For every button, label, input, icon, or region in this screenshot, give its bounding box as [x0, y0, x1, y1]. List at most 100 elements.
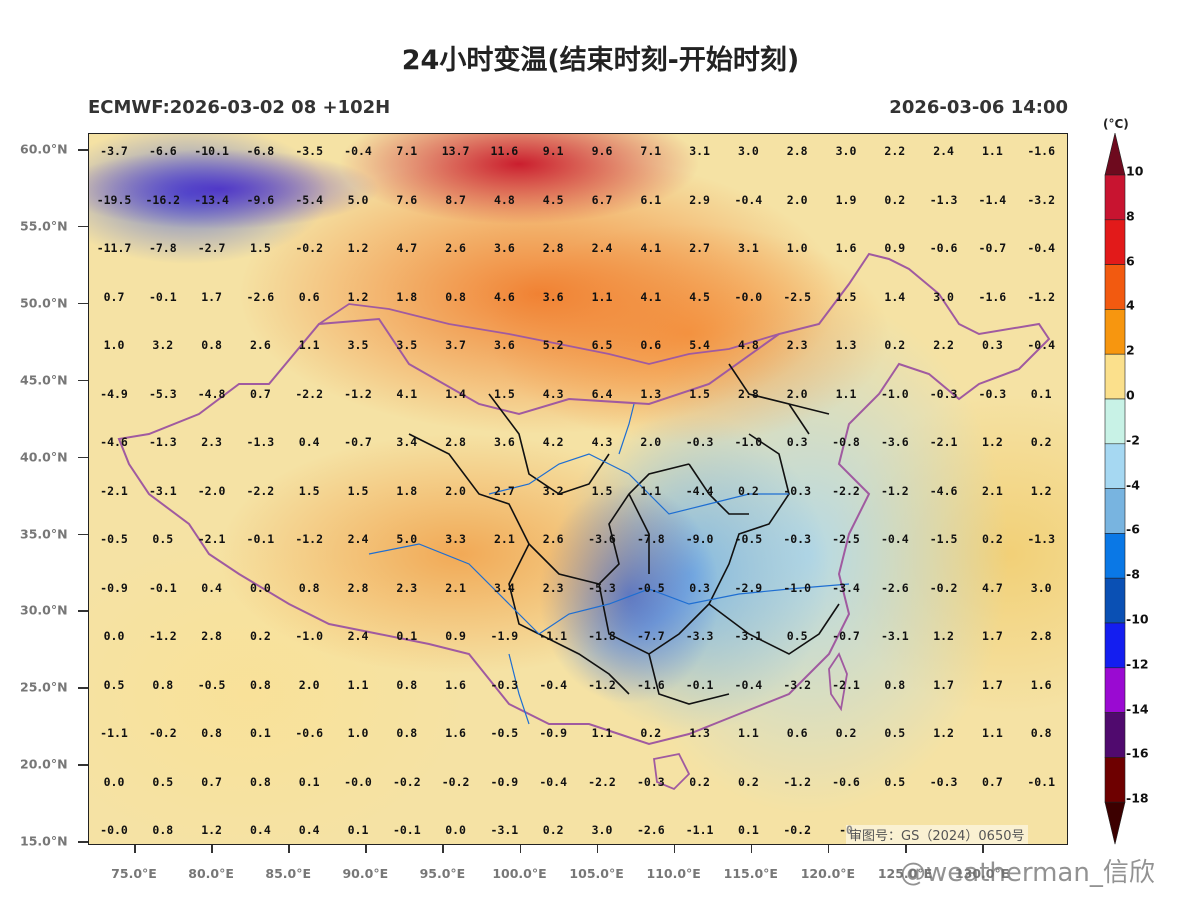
- latitude-tick: [78, 533, 88, 535]
- grid-value: -0.2: [392, 774, 421, 789]
- grid-value: 2.3: [786, 338, 808, 352]
- grid-value: -3.1: [148, 483, 177, 498]
- grid-value: 2.4: [347, 532, 369, 546]
- grid-value: 0.0: [103, 774, 125, 789]
- grid-value: 0.8: [250, 677, 271, 692]
- grid-value: 1.1: [347, 677, 369, 692]
- grid-value: -0.3: [685, 435, 714, 449]
- longitude-label: 115.0°E: [723, 866, 778, 881]
- grid-value: 3.3: [445, 532, 466, 546]
- grid-value: -0.3: [929, 386, 958, 401]
- grid-value: 4.5: [689, 289, 710, 304]
- grid-value: 0.8: [396, 726, 418, 740]
- grid-value: -1.1: [539, 629, 568, 643]
- grid-value: 1.6: [445, 726, 466, 740]
- grid-value: 1.9: [835, 192, 857, 207]
- grid-value: 0.8: [396, 677, 418, 692]
- grid-value: -0.2: [929, 580, 958, 595]
- grid-value: -2.1: [197, 532, 226, 546]
- grid-value: -2.2: [588, 774, 616, 789]
- grid-value: -1.0: [880, 386, 909, 401]
- grid-value: 3.0: [835, 144, 857, 158]
- grid-value: -4.6: [929, 483, 958, 498]
- grid-value: 0.2: [542, 823, 564, 837]
- grid-value: 2.8: [347, 580, 369, 595]
- latitude-tick: [78, 379, 88, 382]
- colorbar-tick-label: -2: [1126, 432, 1140, 448]
- grid-value: 2.3: [542, 580, 564, 595]
- grid-value: -0.2: [295, 241, 324, 255]
- colorbar-swatch: [1104, 757, 1126, 803]
- grid-value: 1.1: [835, 386, 857, 401]
- grid-value: -2.6: [880, 580, 909, 595]
- grid-value: 0.5: [786, 629, 808, 643]
- grid-value: 0.8: [884, 677, 906, 692]
- grid-value: 3.6: [494, 241, 515, 255]
- longitude-tick: [596, 845, 599, 853]
- grid-value: -2.1: [100, 483, 128, 498]
- grid-value: -6.8: [246, 144, 275, 158]
- grid-value: -1.2: [588, 677, 616, 692]
- latitude-label: 15.0°N: [20, 833, 68, 849]
- grid-value: -4.9: [100, 386, 128, 401]
- grid-value: -0.5: [734, 532, 763, 546]
- grid-value: -0.3: [636, 774, 665, 789]
- grid-value: 0.8: [298, 580, 320, 595]
- grid-value: -0.5: [490, 726, 519, 740]
- grid-value: -4.4: [685, 483, 714, 498]
- grid-value: -0.2: [783, 823, 812, 837]
- grid-value: -0.5: [197, 677, 226, 692]
- boundary-lines: [117, 252, 1051, 791]
- model-run-label: ECMWF:2026-03-02 08 +102H: [88, 97, 391, 118]
- map-title: 24小时变温(结束时刻-开始时刻): [401, 45, 800, 76]
- grid-value: -1.2: [1027, 289, 1056, 304]
- grid-value: -5.3: [148, 386, 177, 401]
- colorbar-swatch: [1104, 133, 1126, 176]
- grid-value: 2.0: [786, 386, 808, 401]
- colorbar-swatch: [1104, 264, 1126, 310]
- latitude-label: 60.0°N: [20, 141, 68, 157]
- grid-value: 2.4: [347, 629, 369, 643]
- longitude-label: 125.0°E: [877, 866, 933, 881]
- grid-value: 4.2: [542, 435, 564, 449]
- grid-value: 0.5: [884, 726, 906, 740]
- grid-value: 0.2: [738, 774, 759, 789]
- grid-value: 3.5: [347, 338, 369, 352]
- grid-value: -1.1: [685, 823, 714, 837]
- grid-value: 1.2: [347, 289, 369, 304]
- grid-value: -1.5: [929, 532, 958, 546]
- grid-value: 4.7: [982, 580, 1003, 595]
- latitude-label: 50.0°N: [20, 295, 68, 311]
- grid-value: 2.0: [298, 677, 320, 692]
- grid-value: 1.5: [250, 241, 271, 255]
- latitude-tick: [78, 149, 88, 151]
- colorbar-swatch: [1104, 801, 1126, 845]
- hainan-island: [652, 752, 691, 791]
- grid-value: 2.8: [201, 629, 222, 643]
- mongolia-border: [318, 303, 780, 365]
- longitude-label: 95.0°E: [419, 866, 466, 881]
- grid-value: 3.0: [738, 144, 759, 158]
- grid-value: 3.0: [933, 289, 954, 304]
- colorbar-swatch: [1104, 443, 1126, 489]
- grid-value: 1.1: [640, 483, 662, 498]
- grid-value: -0.9: [100, 580, 128, 595]
- grid-value: 2.7: [689, 241, 710, 255]
- colorbar-tick-label: -16: [1126, 745, 1149, 761]
- grid-value: 1.1: [591, 289, 613, 304]
- longitude-tick: [750, 845, 753, 853]
- grid-value: -0.4: [1027, 338, 1056, 352]
- grid-value: 7.1: [396, 144, 418, 158]
- grid-value: 2.1: [445, 580, 466, 595]
- grid-value: 1.7: [201, 289, 222, 304]
- grid-value: -0.4: [880, 532, 909, 546]
- grid-value: 0.2: [689, 774, 710, 789]
- grid-value: -1.0: [734, 435, 763, 449]
- grid-value: 0.1: [347, 823, 369, 837]
- grid-value: -3.5: [295, 144, 324, 158]
- grid-value: -3.1: [490, 823, 519, 837]
- grid-value: -0.4: [539, 677, 568, 692]
- grid-value: -9.6: [246, 192, 275, 207]
- grid-value: 0.8: [152, 677, 174, 692]
- grid-value: -2.6: [246, 289, 275, 304]
